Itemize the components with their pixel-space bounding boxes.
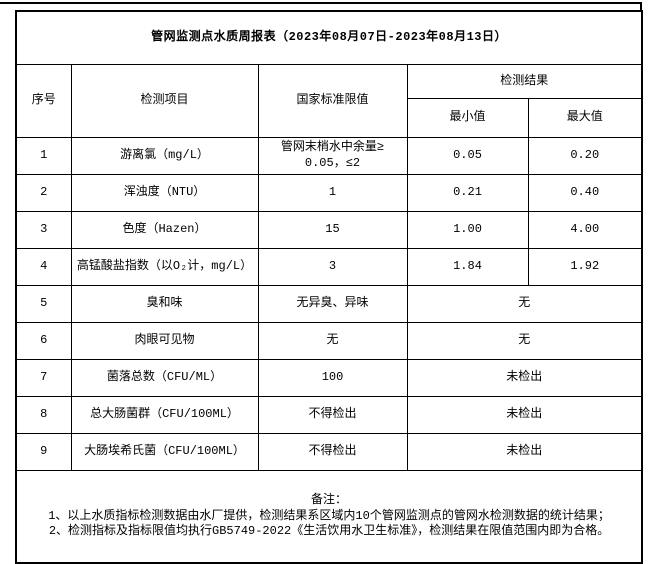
row-no: 1 [15, 137, 72, 175]
header-min-value: 最小值 [406, 98, 529, 138]
header-row-1: 序号 检测项目 国家标准限值 检测结果 [15, 64, 643, 138]
row-min: 1.84 [406, 248, 529, 286]
row-limit: 无 [257, 322, 408, 360]
row-max: 0.40 [527, 174, 643, 212]
table-row: 7 菌落总数（CFU/ML） 100 未检出 [15, 359, 643, 397]
note-line-2: 2、检测指标及指标限值均执行GB5749-2022《生活饮用水卫生标准》，检测结… [48, 524, 610, 539]
row-item: 菌落总数（CFU/ML） [70, 359, 259, 397]
row-item: 游离氯（mg/L） [70, 137, 259, 175]
row-result-merged: 未检出 [406, 359, 643, 397]
row-no: 8 [15, 396, 72, 434]
row-no: 3 [15, 211, 72, 249]
row-max: 4.00 [527, 211, 643, 249]
row-min: 0.05 [406, 137, 529, 175]
header-serial-no: 序号 [15, 64, 72, 138]
table-row: 1 游离氯（mg/L） 管网末梢水中余量≥ 0.05，≤2 0.05 0.20 [15, 137, 643, 175]
report-title: 管网监测点水质周报表（2023年08月07日-2023年08月13日） [15, 10, 643, 65]
row-item: 高锰酸盐指数（以O₂计，mg/L） [70, 248, 259, 286]
notes-block: 备注： 1、以上水质指标检测数据由水厂提供，检测结果系区域内10个管网监测点的管… [15, 470, 643, 564]
notes-label: 备注： [311, 493, 348, 508]
title-row: 管网监测点水质周报表（2023年08月07日-2023年08月13日） [15, 10, 643, 65]
row-no: 9 [15, 433, 72, 471]
row-no: 6 [15, 322, 72, 360]
table-row: 6 肉眼可见物 无 无 [15, 322, 643, 360]
top-edge-right-connector [640, 2, 642, 12]
row-item: 臭和味 [70, 285, 259, 323]
row-no: 4 [15, 248, 72, 286]
row-result-merged: 无 [406, 322, 643, 360]
row-max: 0.20 [527, 137, 643, 175]
table-row: 2 浑浊度（NTU） 1 0.21 0.40 [15, 174, 643, 212]
table-row: 8 总大肠菌群（CFU/100ML） 不得检出 未检出 [15, 396, 643, 434]
row-limit: 不得检出 [257, 396, 408, 434]
row-item: 肉眼可见物 [70, 322, 259, 360]
row-item: 大肠埃希氏菌（CFU/100ML） [70, 433, 259, 471]
note-line-1: 1、以上水质指标检测数据由水厂提供，检测结果系区域内10个管网监测点的管网水检测… [48, 508, 610, 523]
top-edge-rule [0, 2, 642, 4]
row-limit: 管网末梢水中余量≥ 0.05，≤2 [257, 137, 408, 175]
row-result-merged: 未检出 [406, 396, 643, 434]
row-no: 2 [15, 174, 72, 212]
row-limit: 3 [257, 248, 408, 286]
row-min: 0.21 [406, 174, 529, 212]
water-quality-report-table: 管网监测点水质周报表（2023年08月07日-2023年08月13日） 序号 检… [15, 10, 644, 564]
header-national-standard-limit: 国家标准限值 [257, 64, 408, 138]
header-row-2: 最小值 最大值 [16, 98, 643, 138]
row-result-merged: 无 [406, 285, 643, 323]
row-item: 色度（Hazen） [70, 211, 259, 249]
notes-row: 备注： 1、以上水质指标检测数据由水厂提供，检测结果系区域内10个管网监测点的管… [15, 470, 643, 564]
header-test-item: 检测项目 [70, 64, 259, 138]
header-max-value: 最大值 [527, 98, 643, 138]
row-max: 1.92 [527, 248, 643, 286]
row-limit: 不得检出 [257, 433, 408, 471]
table-row: 3 色度（Hazen） 15 1.00 4.00 [15, 211, 643, 249]
row-limit: 无异臭、异味 [257, 285, 408, 323]
row-min: 1.00 [406, 211, 529, 249]
row-limit: 100 [257, 359, 408, 397]
row-limit: 15 [257, 211, 408, 249]
row-no: 7 [15, 359, 72, 397]
header-test-result: 检测结果 [406, 64, 643, 99]
table-row: 9 大肠埃希氏菌（CFU/100ML） 不得检出 未检出 [15, 433, 643, 471]
table-row: 5 臭和味 无异臭、异味 无 [15, 285, 643, 323]
table-row: 4 高锰酸盐指数（以O₂计，mg/L） 3 1.84 1.92 [15, 248, 643, 286]
row-limit: 1 [257, 174, 408, 212]
row-item: 浑浊度（NTU） [70, 174, 259, 212]
row-result-merged: 未检出 [406, 433, 643, 471]
row-item: 总大肠菌群（CFU/100ML） [70, 396, 259, 434]
row-no: 5 [15, 285, 72, 323]
